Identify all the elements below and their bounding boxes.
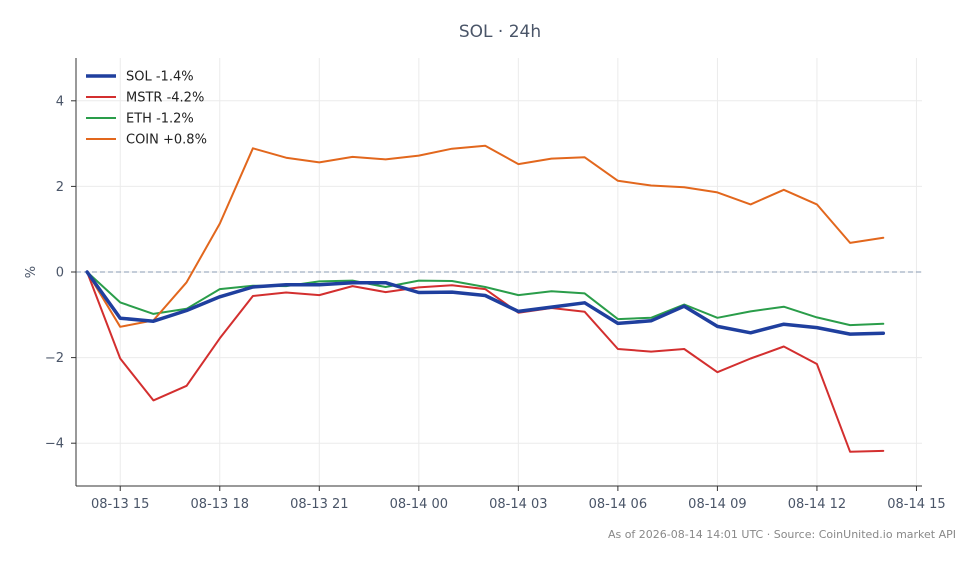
y-tick-label: 2 [56,180,64,195]
series-layer [85,144,886,453]
y-tick-labels: −4 −2 0 2 4 [45,94,64,451]
legend-label: COIN +0.8% [126,133,207,148]
legend-label: MSTR -4.2% [126,91,204,106]
chart-title: SOL · 24h [459,22,541,42]
x-tick-label: 08-14 15 [887,497,945,512]
series-line-mstr [86,271,885,453]
x-tick-label: 08-13 21 [290,497,348,512]
legend-label: ETH -1.2% [126,112,194,127]
series-line-coin [86,144,885,328]
y-tick-label: 4 [56,94,64,109]
x-tick-label: 08-13 18 [191,497,249,512]
series-line-eth [86,271,885,327]
source-footer: As of 2026-08-14 14:01 UTC · Source: Coi… [608,528,956,541]
x-tick-label: 08-14 03 [489,497,547,512]
axes-layer [71,58,922,491]
x-tick-label: 08-14 12 [788,497,846,512]
x-tick-labels: 08-13 15 08-13 18 08-13 21 08-14 00 08-14 03… [91,497,946,512]
x-tick-label: 08-14 06 [589,497,647,512]
y-tick-label: −4 [45,437,64,452]
x-tick-label: 08-13 15 [91,497,149,512]
y-axis-label: % [24,266,39,278]
x-tick-label: 08-14 00 [390,497,448,512]
grid-layer [76,58,922,486]
y-tick-label: −2 [45,351,64,366]
x-tick-label: 08-14 09 [688,497,746,512]
legend-label: SOL -1.4% [126,70,194,85]
legend: SOL -1.4% MSTR -4.2% ETH -1.2% COIN +0.8% [86,70,207,148]
y-tick-label: 0 [56,266,64,281]
series-line-sol [85,270,886,336]
